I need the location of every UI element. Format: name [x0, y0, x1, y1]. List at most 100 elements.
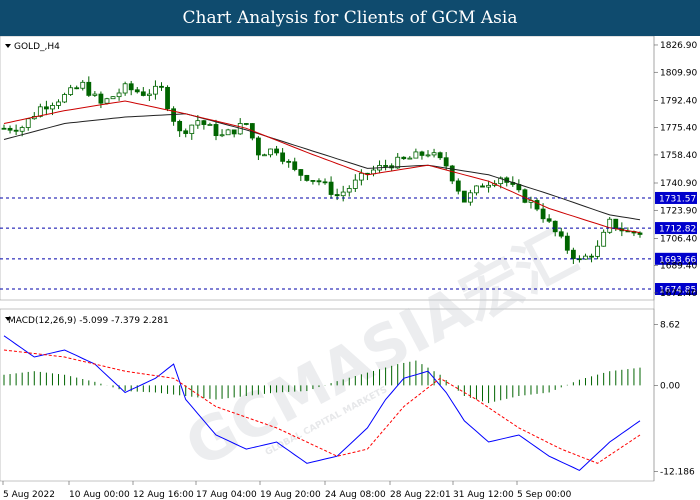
level-label-box [655, 283, 697, 296]
price-tick-label: 1672.40 [660, 289, 697, 299]
macd-label: MACD(12,26,9) -5.099 -7.379 2.281 [8, 316, 169, 326]
candle-body [613, 218, 619, 230]
candle-body [128, 83, 134, 91]
time-tick-label: 10 Aug 00:00 [69, 490, 130, 500]
candle-body [570, 249, 576, 260]
level-label: 1693.66 [659, 255, 696, 265]
candle-body [50, 105, 55, 110]
candle-body [407, 157, 413, 160]
candle-body [104, 98, 110, 104]
candle-body [334, 194, 340, 197]
candle-body [310, 180, 316, 182]
candle-body [298, 169, 304, 176]
candle-body [467, 192, 473, 203]
macd-tick-label: 8.62 [660, 320, 680, 330]
macd-tick-label: 0.00 [660, 381, 680, 391]
candle-body [383, 165, 389, 167]
time-tick-label: 5 Sep 00:00 [517, 490, 572, 500]
candle-body [62, 94, 67, 103]
candle-body [262, 154, 267, 157]
level-label-box [655, 222, 697, 235]
candle-body [292, 161, 298, 170]
time-tick-label: 5 Aug 2022 [3, 490, 55, 500]
candle-body [437, 152, 443, 159]
candle-body [474, 185, 479, 194]
ma-slow-line [3, 113, 641, 221]
price-tick-label: 1740.90 [660, 179, 697, 189]
macd-dropdown-icon[interactable] [5, 317, 11, 321]
candle-body [455, 180, 461, 192]
candle-body [110, 96, 116, 100]
macd-tick-label: -12.186 [660, 468, 695, 478]
candle-body [637, 232, 643, 235]
candle-body [86, 81, 92, 96]
candle-body [340, 191, 346, 197]
candle-body [534, 200, 540, 210]
candle-body [207, 124, 213, 126]
price-tick-label: 1826.90 [660, 41, 697, 51]
candle-body [425, 154, 431, 157]
candle-body [165, 86, 170, 110]
candle-body [558, 231, 564, 237]
candle-body [413, 151, 419, 159]
candle-body [98, 93, 104, 104]
candle-body [280, 152, 286, 162]
candle-body [461, 190, 467, 203]
candle-body [219, 134, 225, 137]
ma-fast-line [3, 100, 641, 234]
price-tick-label: 1758.40 [660, 151, 697, 161]
candle-body [583, 255, 588, 260]
candle-body [159, 85, 164, 88]
candle-body [189, 124, 195, 134]
candle-body [44, 106, 49, 110]
candle-body [546, 218, 552, 222]
candle-body [74, 87, 80, 90]
candle-body [443, 157, 449, 167]
candle-body [122, 83, 128, 94]
price-panel [0, 36, 655, 301]
price-levels: 1731.57 1712.82 1693.66 1674.85 [0, 191, 697, 296]
candle-body [7, 127, 13, 131]
macd-panel [0, 308, 655, 482]
chart-area: GCMASIA宏汇 GLOBAL CAPITAL MARKETS 1731.57… [0, 36, 697, 500]
candle-body [56, 101, 61, 106]
candle-body [25, 118, 31, 128]
candle-body [449, 165, 455, 182]
time-tick-label: 28 Aug 22:01 [390, 490, 451, 500]
macd-axis: 8.62 0.00 -12.186 [654, 320, 695, 478]
symbol-label: GOLD_,H4 [14, 42, 60, 52]
candle-body [601, 231, 607, 247]
time-tick-label: 17 Aug 04:00 [196, 490, 257, 500]
candle-body [431, 152, 437, 156]
candle-body [255, 137, 261, 156]
candle-body [231, 129, 237, 135]
candle-body [153, 85, 158, 95]
candle-body [177, 120, 183, 132]
candle-body [352, 179, 358, 189]
candle-body [540, 208, 546, 220]
candle-body [274, 148, 279, 154]
candle-body [486, 184, 491, 188]
candle-body [498, 177, 504, 185]
candle-body [395, 156, 401, 169]
price-tick-label: 1809.90 [660, 68, 697, 78]
dropdown-triangle-icon[interactable] [5, 44, 11, 48]
level-label-box [655, 252, 697, 265]
candle-body [607, 218, 613, 233]
time-tick-label: 31 Aug 12:00 [453, 490, 514, 500]
candle-body [480, 185, 485, 188]
price-tick-label: 1775.40 [660, 124, 697, 134]
time-tick-label: 12 Aug 16:00 [133, 490, 194, 500]
price-tick-label: 1792.40 [660, 96, 697, 106]
macd-line [3, 335, 641, 471]
candle-body [92, 93, 98, 96]
candle-body [13, 129, 19, 132]
price-plot [1, 76, 643, 264]
candle-body [268, 148, 273, 156]
candle-body [346, 188, 352, 193]
candle-body [328, 181, 334, 195]
candle-body [589, 255, 594, 258]
candle-body [225, 129, 231, 136]
candle-body [358, 172, 364, 181]
price-tick-label: 1723.90 [660, 206, 697, 216]
